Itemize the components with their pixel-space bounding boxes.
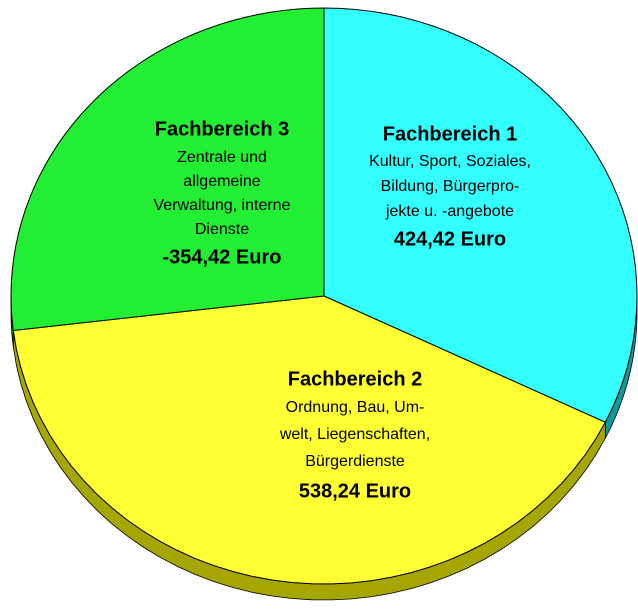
- slice-title: Fachbereich 2: [288, 368, 423, 390]
- slice-description: Bildung, Bürgerpro-: [381, 178, 520, 195]
- slice: [12, 295, 607, 585]
- slice-title: Fachbereich 1: [383, 123, 518, 145]
- slice-title: Fachbereich 3: [155, 118, 290, 140]
- slice-description: Zentrale und: [177, 149, 267, 166]
- slice-description: Bürgerdienste: [305, 453, 405, 470]
- slice-description: Ordnung, Bau, Um-: [286, 399, 425, 416]
- value-label: 424,42 Euro: [394, 228, 506, 250]
- slice: [323, 7, 638, 423]
- slice-description: Verwaltung, interne: [154, 197, 291, 214]
- slice-description: Kultur, Sport, Soziales,: [369, 153, 531, 170]
- slice-description: allgemeine: [183, 173, 260, 190]
- value-label: 538,24 Euro: [299, 480, 411, 502]
- value-label: -354,42 Euro: [163, 246, 282, 268]
- slice-description: Dienste: [195, 221, 249, 238]
- slice-description: welt, Liegenschaften,: [279, 426, 430, 443]
- slice: [10, 7, 325, 332]
- slice-description: jekte u. -angebote: [385, 203, 514, 220]
